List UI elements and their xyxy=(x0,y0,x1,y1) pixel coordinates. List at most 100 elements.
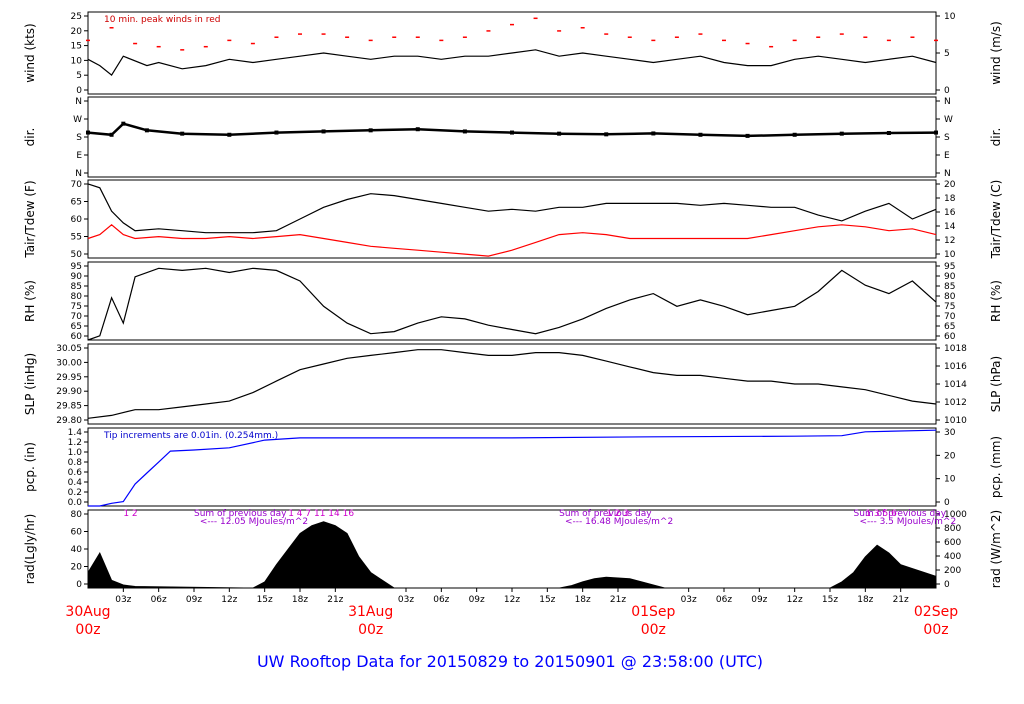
right-tick-label: 95 xyxy=(944,262,955,272)
left-tick-label: 65 xyxy=(71,198,82,208)
right-axis-label: dir. xyxy=(989,128,1003,147)
series-radiation xyxy=(87,521,937,589)
direction-mark xyxy=(934,130,938,135)
left-axis-label: Tair/Tdew (F) xyxy=(23,180,37,258)
x-tick-label: 09z xyxy=(469,595,485,605)
x-tick-label: 18z xyxy=(575,595,591,605)
radiation-annotation: <--- 16.48 MJoules/m^2 xyxy=(565,517,673,527)
x-tick-label: 15z xyxy=(257,595,273,605)
panel-temp: 50 55 60 65 70 10 12 14 16 18 20 Tair/Tdew (F) Tair/… xyxy=(23,179,1003,260)
left-tick-label: 55 xyxy=(71,233,82,243)
panel-frame xyxy=(87,96,937,178)
left-axis-label: SLP (inHg) xyxy=(23,353,37,415)
x-tick-label: 21z xyxy=(610,595,626,605)
radiation-annotation: 1 2 3 xyxy=(606,509,629,519)
x-tick-label: 15z xyxy=(822,595,838,605)
panel-frame xyxy=(87,179,937,259)
left-tick-label: 5 xyxy=(76,71,82,81)
right-tick-label: 80 xyxy=(944,292,956,302)
x-tick-label: 06z xyxy=(433,595,449,605)
left-axis-label: dir. xyxy=(23,128,37,147)
x-axis-layer: 03z 06z 09z 12z 15z 18z 21z 03z 06z 09z 12z 15z 18z 2… xyxy=(65,588,958,638)
panel-pcp: 0.00.20.40.60.81.01.21.4 0 10 20 30 pcp. (in)… xyxy=(23,427,1003,508)
radiation-annotation: Sum of previous day xyxy=(559,509,652,519)
day-label-time: 00z xyxy=(75,622,100,638)
x-tick-label: 09z xyxy=(186,595,202,605)
right-tick-label: N xyxy=(944,97,951,107)
left-tick-label: 0.8 xyxy=(68,458,83,468)
x-tick-label: 21z xyxy=(893,595,909,605)
radiation-annotation: <--- 12.05 MJoules/m^2 xyxy=(200,517,308,527)
left-tick-label: 70 xyxy=(71,180,83,190)
left-tick-label: 80 xyxy=(71,292,83,302)
right-tick-label: 20 xyxy=(944,180,956,190)
x-tick-label: 18z xyxy=(857,595,873,605)
right-tick-label: 0 xyxy=(944,498,950,508)
right-tick-label: 14 xyxy=(944,222,956,232)
x-tick-label: 12z xyxy=(787,595,803,605)
left-tick-label: 40 xyxy=(71,545,83,555)
right-tick-label: 0 xyxy=(944,86,950,96)
right-tick-label: S xyxy=(944,133,950,143)
left-axis-label: pcp. (in) xyxy=(23,442,37,492)
left-tick-label: 0 xyxy=(76,86,82,96)
right-tick-label: 1010 xyxy=(944,416,967,426)
right-tick-label: 0 xyxy=(944,580,950,590)
x-tick-label: 15z xyxy=(539,595,555,605)
left-tick-label: 60 xyxy=(71,332,83,342)
left-tick-label: 0.4 xyxy=(68,478,83,488)
right-tick-label: 1000 xyxy=(944,510,967,520)
right-tick-label: 1012 xyxy=(944,398,967,408)
radiation-annotation: Sum of previous day xyxy=(194,509,287,519)
left-tick-label: 60 xyxy=(71,215,83,225)
right-tick-label: 90 xyxy=(944,272,956,282)
right-tick-label: 400 xyxy=(944,552,961,562)
day-label-date: 02Sep xyxy=(914,604,958,620)
right-tick-label: 65 xyxy=(944,322,955,332)
right-tick-label: 5 xyxy=(944,49,950,59)
day-label-time: 00z xyxy=(641,622,666,638)
panel-wind: 0 5 10 15 20 25 0 5 10 wind (kts) wind (m/s) 10 min… xyxy=(23,11,1003,96)
left-tick-label: 75 xyxy=(71,302,82,312)
left-tick-label: 70 xyxy=(71,312,83,322)
left-tick-label: 1.2 xyxy=(68,438,82,448)
left-tick-label: 95 xyxy=(71,262,82,272)
x-tick-label: 21z xyxy=(327,595,343,605)
x-tick-label: 12z xyxy=(504,595,520,605)
left-tick-label: 0 xyxy=(76,580,82,590)
right-tick-label: 18 xyxy=(944,194,956,204)
radiation-annotation: <--- 3.5 MJoules/m^2 xyxy=(859,517,956,527)
series-precipitation xyxy=(88,429,937,507)
x-tick-label: 06z xyxy=(716,595,732,605)
left-tick-label: 29.85 xyxy=(56,402,82,412)
left-tick-label: 20 xyxy=(71,27,83,37)
left-tick-label: 0.6 xyxy=(68,468,83,478)
chart-title: UW Rooftop Data for 20150829 to 20150901… xyxy=(257,652,763,671)
panels-layer: 0 5 10 15 20 25 0 5 10 wind (kts) wind (m/s) 10 min… xyxy=(23,11,1003,590)
day-label-date: 30Aug xyxy=(65,604,110,620)
x-tick-label: 06z xyxy=(151,595,167,605)
left-tick-label: 29.95 xyxy=(56,373,82,383)
left-tick-label: 10 xyxy=(71,56,83,66)
right-tick-label: W xyxy=(944,115,953,125)
left-tick-label: 30.05 xyxy=(56,344,82,354)
left-tick-label: 29.80 xyxy=(56,416,82,426)
right-tick-label: 1014 xyxy=(944,380,967,390)
right-tick-label: 10 xyxy=(944,475,956,485)
left-tick-label: N xyxy=(75,97,82,107)
left-tick-label: 0.2 xyxy=(68,488,82,498)
radiation-annotation: 1 2 xyxy=(123,509,137,519)
right-axis-label: RH (%) xyxy=(989,280,1003,322)
right-tick-label: E xyxy=(944,151,950,161)
series-Tair xyxy=(87,183,937,234)
panel-frame xyxy=(87,427,937,507)
left-tick-label: 1.4 xyxy=(68,428,83,438)
left-tick-label: 15 xyxy=(71,42,82,52)
right-tick-label: 800 xyxy=(944,524,961,534)
right-tick-label: 200 xyxy=(944,566,961,576)
series-wind xyxy=(87,49,937,76)
